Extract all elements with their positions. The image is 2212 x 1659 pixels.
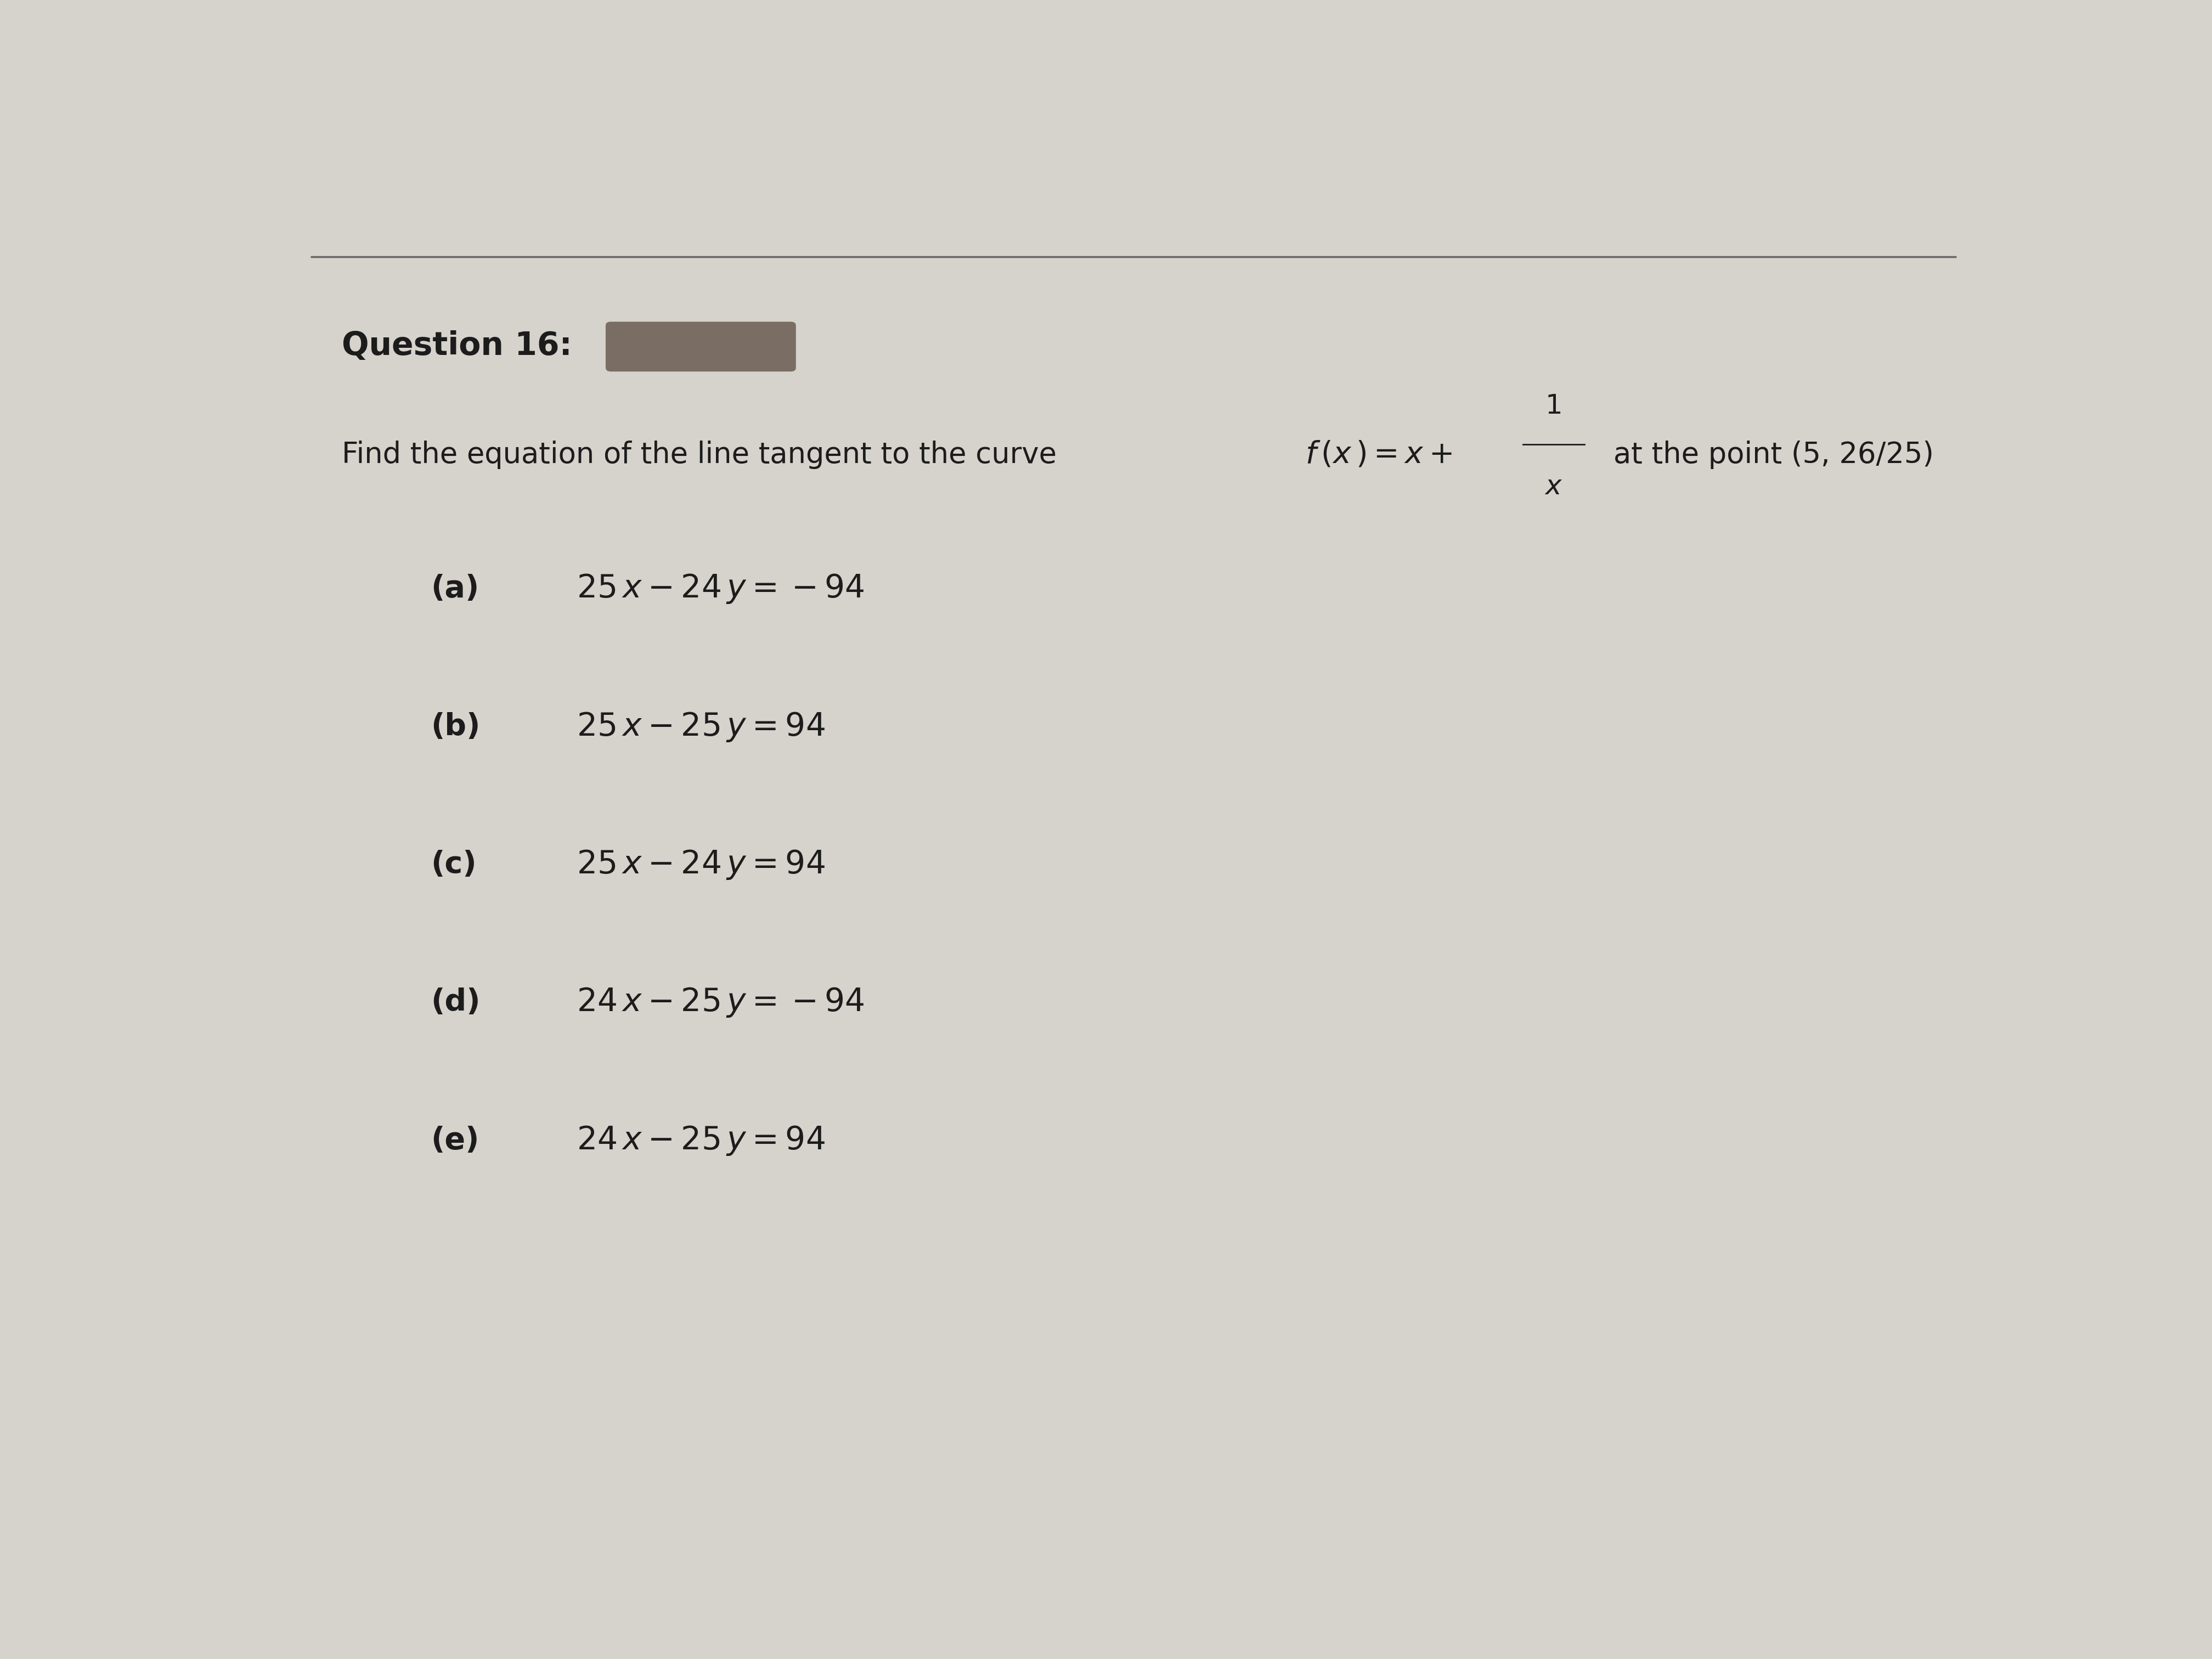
Text: 1: 1 xyxy=(1544,393,1562,420)
Text: $25\,x - 24\,y = 94$: $25\,x - 24\,y = 94$ xyxy=(577,848,825,881)
FancyBboxPatch shape xyxy=(606,322,796,372)
Text: (d): (d) xyxy=(431,987,480,1017)
Text: $24\,x - 25\,y = 94$: $24\,x - 25\,y = 94$ xyxy=(577,1125,825,1156)
Text: (e): (e) xyxy=(431,1126,480,1155)
Text: at the point (5, 26/25): at the point (5, 26/25) xyxy=(1613,440,1933,469)
Text: $25\,x - 25\,y = 94$: $25\,x - 25\,y = 94$ xyxy=(577,710,825,743)
Text: $24\,x - 25\,y = -94$: $24\,x - 25\,y = -94$ xyxy=(577,985,865,1019)
Text: $25\,x - 24\,y = -94$: $25\,x - 24\,y = -94$ xyxy=(577,572,865,606)
Text: (a): (a) xyxy=(431,574,480,604)
Text: Question 16:: Question 16: xyxy=(341,330,573,362)
Text: (b): (b) xyxy=(431,712,480,742)
Text: (c): (c) xyxy=(431,849,476,879)
Text: $x$: $x$ xyxy=(1544,473,1564,499)
Text: $f\,(x\,)=x+$: $f\,(x\,)=x+$ xyxy=(1305,440,1451,469)
Text: Find the equation of the line tangent to the curve: Find the equation of the line tangent to… xyxy=(341,440,1066,469)
